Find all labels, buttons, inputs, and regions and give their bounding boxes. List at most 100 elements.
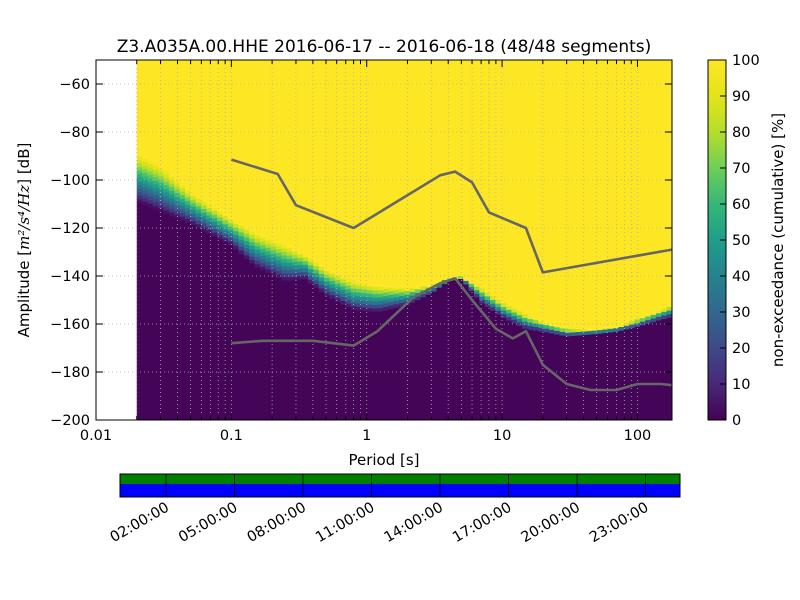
heatmap-cell-high <box>372 60 379 286</box>
heatmap-cell <box>163 209 170 214</box>
heatmap-cell <box>142 157 149 159</box>
heatmap-cell <box>297 264 304 269</box>
heatmap-cell-low <box>158 211 165 420</box>
heatmap-cell <box>206 214 213 220</box>
heatmap-cell <box>286 276 293 281</box>
heatmap-cell <box>259 255 266 260</box>
heatmap-cell-low <box>275 277 282 420</box>
heatmap-cell <box>206 218 213 223</box>
heatmap-cell-high <box>206 60 213 204</box>
heatmap-cell-high <box>431 60 438 285</box>
time-tick-label: 02:00:00 <box>108 500 172 546</box>
x-axis-ticks: 0.01 0.1 1 10 100 <box>80 60 651 444</box>
heatmap-cell <box>318 277 325 282</box>
heatmap-cell <box>516 314 523 319</box>
heatmap-cell <box>350 280 357 285</box>
heatmap-cell <box>345 285 352 290</box>
heatmap-cell-low <box>623 328 630 420</box>
heatmap-cell <box>409 291 416 296</box>
heatmap-cell <box>179 201 186 206</box>
heatmap-cell <box>527 318 534 323</box>
heatmap-cell <box>136 195 143 200</box>
heatmap-cell-high <box>607 60 614 328</box>
heatmap-cell <box>334 283 341 288</box>
heatmap-cell <box>222 219 229 224</box>
heatmap-cell <box>516 318 523 323</box>
heatmap-cell <box>275 256 282 261</box>
heatmap-cell <box>174 188 181 194</box>
heatmap-cell-low <box>222 241 229 420</box>
heatmap-cell-low <box>511 322 518 420</box>
heatmap-cell <box>238 224 245 229</box>
heatmap-cell <box>249 230 256 236</box>
colorbar-tick-label: 60 <box>732 197 750 213</box>
heatmap-cell-high <box>404 60 411 288</box>
heatmap-cell <box>147 196 154 201</box>
heatmap-cell <box>623 322 630 326</box>
heatmap-cell <box>136 173 143 178</box>
heatmap-cell <box>655 312 662 317</box>
heatmap-cell <box>361 285 368 290</box>
heatmap-cell <box>254 242 261 247</box>
heatmap-cell <box>538 320 545 325</box>
heatmap-cell <box>377 304 384 309</box>
heatmap-cell <box>425 290 432 295</box>
heatmap-cell <box>527 316 534 320</box>
heatmap-cell <box>607 328 614 333</box>
heatmap-cell <box>377 293 384 298</box>
heatmap-cell <box>179 198 186 203</box>
heatmap-cell <box>152 180 159 185</box>
heatmap-cell <box>559 331 566 336</box>
heatmap-cell <box>142 168 149 173</box>
heatmap-cell-high <box>661 60 668 309</box>
heatmap-cell <box>388 287 395 292</box>
heatmap-cell <box>152 169 159 174</box>
y-tick-label: −180 <box>50 365 90 381</box>
heatmap-cell <box>249 252 256 257</box>
colorbar-tick-label: 0 <box>732 413 741 429</box>
heatmap-cell-low <box>297 279 304 420</box>
y-tick-label: −80 <box>59 125 90 141</box>
heatmap-cell <box>404 287 411 291</box>
heatmap-cell <box>222 223 229 228</box>
heatmap-cell-low <box>259 269 266 420</box>
heatmap-cell <box>222 214 229 217</box>
heatmap-cell <box>281 244 288 249</box>
heatmap-cell-low <box>420 296 427 420</box>
heatmap-cell-high <box>479 60 486 289</box>
heatmap-cell <box>168 197 175 202</box>
heatmap-cell <box>142 158 149 163</box>
heatmap-cell <box>361 307 368 312</box>
heatmap-cell-high <box>506 60 513 306</box>
heatmap-cell <box>190 193 197 197</box>
heatmap-cell-high <box>500 60 507 304</box>
heatmap-cell <box>195 202 202 207</box>
heatmap-cell <box>163 181 170 186</box>
heatmap-cell <box>366 289 373 294</box>
heatmap-cell <box>318 280 325 285</box>
heatmap-cell <box>281 272 288 278</box>
heatmap-cell <box>238 242 245 247</box>
heatmap-cell <box>490 303 496 308</box>
heatmap-cell-low <box>372 311 379 420</box>
heatmap-cell <box>484 292 491 297</box>
y-tick-label: −200 <box>50 413 90 429</box>
heatmap-cell-high <box>473 60 480 286</box>
heatmap-cell <box>190 210 197 215</box>
heatmap-cell <box>607 327 614 329</box>
heatmap-cell <box>377 285 384 287</box>
heatmap-cell <box>425 285 432 288</box>
heatmap-cell <box>618 324 625 328</box>
heatmap-cell <box>227 219 234 224</box>
heatmap-cell <box>286 265 293 271</box>
heatmap-cell <box>511 315 518 320</box>
heatmap-cell-high <box>238 60 245 225</box>
heatmap-cell-high <box>275 60 282 243</box>
heatmap-cell <box>227 237 234 242</box>
heatmap-cell <box>163 188 170 193</box>
heatmap-cell <box>409 287 416 289</box>
heatmap-cell <box>666 306 672 308</box>
heatmap-cell <box>329 294 336 299</box>
heatmap-cell <box>564 328 571 333</box>
heatmap-cell-low <box>559 335 566 420</box>
